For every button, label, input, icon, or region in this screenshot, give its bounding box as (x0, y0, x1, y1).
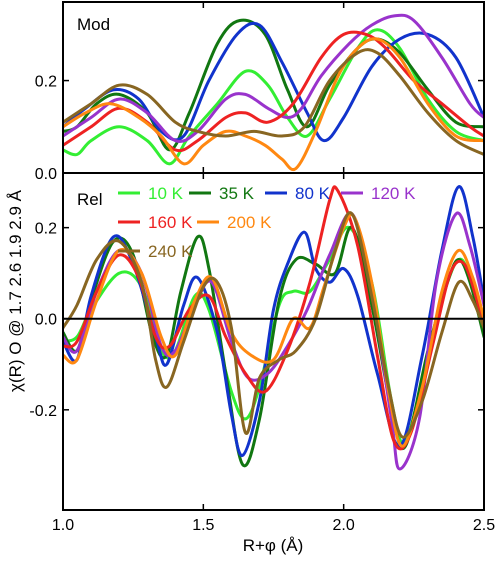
bottom-panel-series (63, 185, 484, 471)
top-panel-series (63, 13, 484, 171)
y-axis-title: χ(R) O @ 1.7 2.6 1.9 2.9 Å (6, 189, 25, 392)
top-series-10k (63, 28, 484, 166)
legend-label: 160 K (148, 213, 193, 232)
bottom-panel-frame (62, 172, 485, 511)
top-series-80k (63, 21, 484, 143)
x-tick-label: 1.5 (192, 517, 214, 534)
x-tick-label: 2.5 (473, 517, 495, 534)
top-series-120k (63, 13, 484, 143)
axis-ticks (62, 2, 485, 510)
top-series-35k (63, 18, 484, 152)
legend-label: 35 K (219, 184, 255, 203)
bottom-y-tick-label: 0.2 (35, 221, 57, 238)
bottom-series-240k (63, 211, 484, 439)
axis-tick-labels: 0.0 0.2 -0.2 0.0 0.2 1.0 1.5 2.0 2.5 (29, 74, 495, 534)
legend: 10 K 35 K 80 K 120 K 160 K 200 K 240 K (118, 184, 416, 261)
x-tick-label: 2.0 (333, 517, 355, 534)
top-series-240k (63, 48, 484, 156)
top-series-200k (63, 37, 484, 171)
top-panel-label: Mod (77, 15, 110, 34)
top-y-tick-label: 0.0 (35, 166, 57, 183)
legend-label: 120 K (371, 184, 416, 203)
legend-label: 10 K (148, 184, 184, 203)
x-tick-label: 1.0 (52, 517, 74, 534)
x-axis-title: R+φ (Å) (243, 536, 304, 555)
bottom-y-tick-label: 0.0 (35, 312, 57, 329)
bottom-series-35k (63, 226, 484, 468)
bottom-panel-label: Rel (77, 190, 103, 209)
bottom-y-tick-label: -0.2 (29, 403, 57, 420)
top-y-tick-label: 0.2 (35, 74, 57, 91)
legend-label: 240 K (148, 242, 193, 261)
legend-label: 200 K (227, 213, 272, 232)
legend-label: 80 K (295, 184, 331, 203)
